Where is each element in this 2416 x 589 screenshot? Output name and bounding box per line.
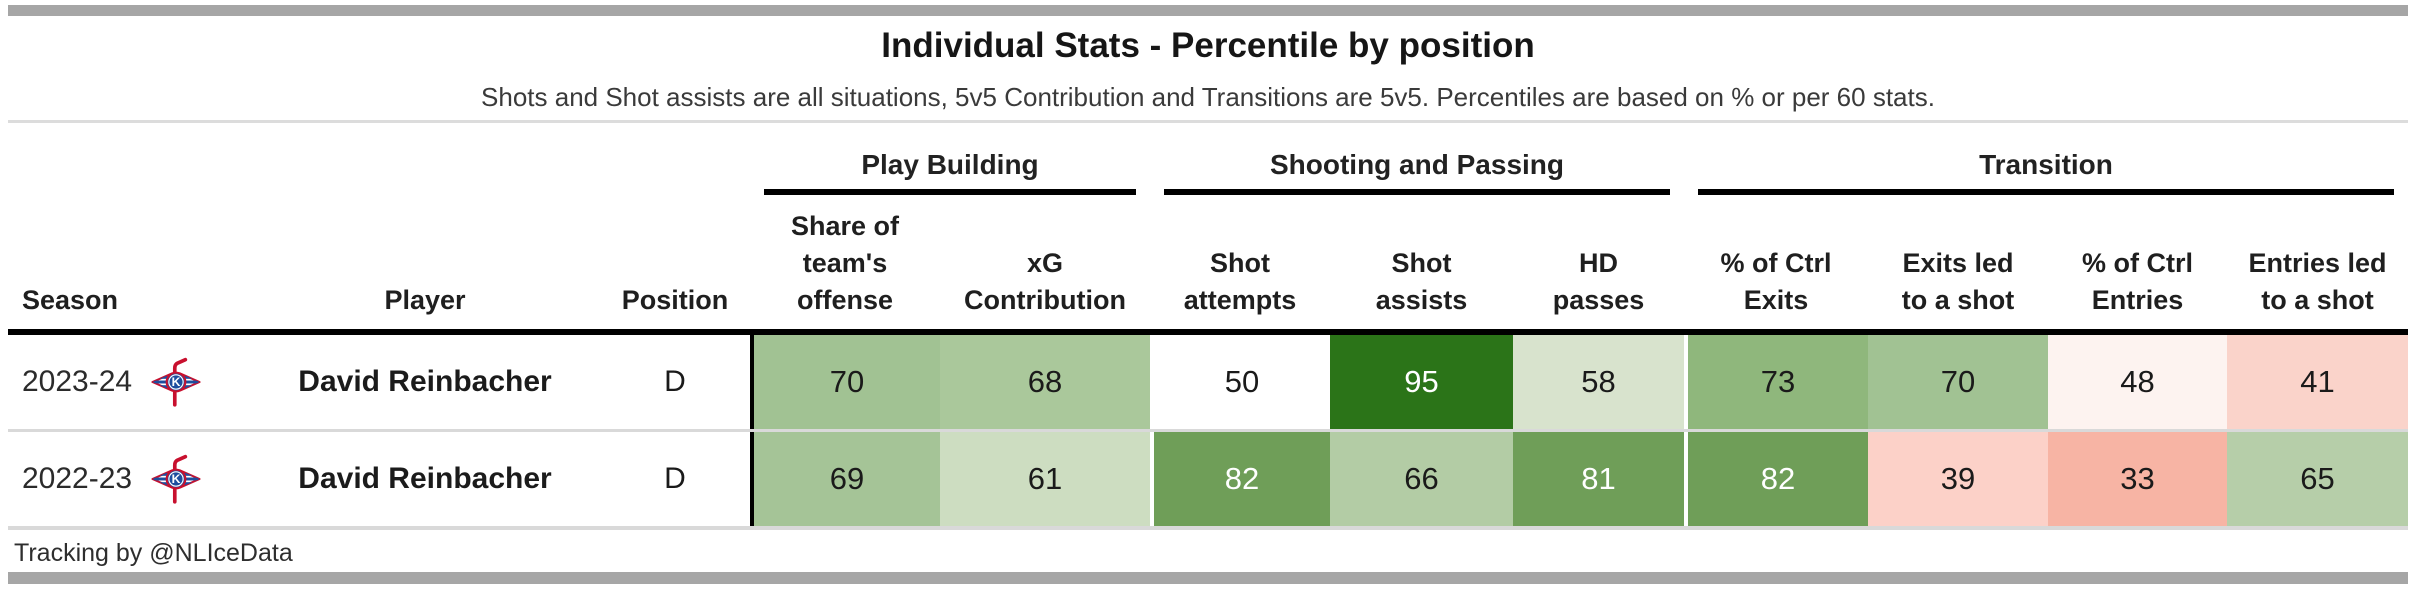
percentile-cell-pct-ctrl-entries: 48 — [2048, 335, 2227, 429]
percentile-cell-share-offense: 69 — [750, 432, 940, 526]
column-header-hd-passes: HD passes — [1552, 248, 1645, 315]
percentile-cell-shot-attempts: 82 — [1150, 432, 1330, 526]
percentile-cell-entries-led-shot: 41 — [2227, 335, 2408, 429]
column-header-pct-ctrl-entries: % of Ctrl Entries — [2082, 248, 2193, 315]
percentile-cell-xg-contribution: 68 — [940, 335, 1150, 429]
column-header-player: Player — [384, 285, 466, 315]
column-header-season: Season — [22, 285, 119, 315]
header-bottom-rule — [8, 329, 2408, 335]
column-header-pct-ctrl-exits: % of Ctrl Exits — [1720, 248, 1832, 315]
team-logo-icon — [150, 356, 202, 408]
table-bottom-divider — [8, 526, 2408, 530]
percentile-cell-pct-ctrl-exits: 82 — [1684, 432, 1868, 526]
column-group-row: Play Building Shooting and Passing Trans… — [8, 127, 2408, 195]
top-accent-bar — [8, 5, 2408, 16]
row-divider — [8, 429, 2408, 432]
header-divider — [8, 120, 2408, 123]
season-cell: 2022-23 — [8, 432, 250, 526]
column-header-entries-led-shot: Entries led to a shot — [2248, 248, 2387, 315]
position-value: D — [664, 462, 686, 495]
table-row: 2022-23 David Reinbacher D 69 61 82 66 8… — [8, 432, 2408, 526]
percentile-cell-shot-attempts: 50 — [1150, 335, 1330, 429]
percentile-cell-share-offense: 70 — [750, 335, 940, 429]
column-group-label: Play Building — [861, 149, 1039, 180]
column-group-shooting-passing: Shooting and Passing — [1164, 127, 1670, 195]
percentile-cell-entries-led-shot: 65 — [2227, 432, 2408, 526]
column-header-shot-attempts: Shot attempts — [1183, 248, 1297, 315]
player-name: David Reinbacher — [298, 365, 552, 398]
percentile-cell-hd-passes: 81 — [1513, 432, 1684, 526]
column-group-transition: Transition — [1698, 127, 2394, 195]
table-row: 2023-24 David Reinbacher D 70 68 50 95 5… — [8, 335, 2408, 429]
page-subtitle: Shots and Shot assists are all situation… — [481, 82, 1935, 112]
position-value: D — [664, 365, 686, 398]
column-header-xg-contribution: xG Contribution — [964, 248, 1126, 315]
player-name: David Reinbacher — [298, 462, 552, 495]
team-logo-icon — [150, 453, 202, 505]
column-header-row: Season Player Position Share of team's o… — [8, 195, 2408, 329]
column-header-share-offense: Share of team's offense — [790, 211, 900, 315]
percentile-cell-shot-assists: 66 — [1330, 432, 1513, 526]
season-cell: 2023-24 — [8, 335, 250, 429]
percentile-cell-exits-led-shot: 70 — [1868, 335, 2048, 429]
percentile-cell-exits-led-shot: 39 — [1868, 432, 2048, 526]
column-group-play-building: Play Building — [764, 127, 1136, 195]
bottom-accent-bar — [8, 572, 2408, 584]
credit-text: Tracking by @NLIceData — [14, 539, 293, 567]
percentile-cell-hd-passes: 58 — [1513, 335, 1684, 429]
season-label: 2023-24 — [22, 365, 133, 398]
column-group-label: Shooting and Passing — [1269, 149, 1564, 180]
column-group-label: Transition — [1979, 149, 2113, 180]
percentile-cell-xg-contribution: 61 — [940, 432, 1150, 526]
percentile-cell-shot-assists: 95 — [1330, 335, 1513, 429]
column-header-position: Position — [621, 285, 729, 315]
season-label: 2022-23 — [22, 462, 133, 495]
column-group-spacer — [22, 127, 736, 195]
column-header-exits-led-shot: Exits led to a shot — [1901, 248, 2015, 315]
percentile-cell-pct-ctrl-entries: 33 — [2048, 432, 2227, 526]
percentile-cell-pct-ctrl-exits: 73 — [1684, 335, 1868, 429]
page-title: Individual Stats - Percentile by positio… — [881, 26, 1535, 65]
column-header-shot-assists: Shot assists — [1375, 248, 1468, 315]
